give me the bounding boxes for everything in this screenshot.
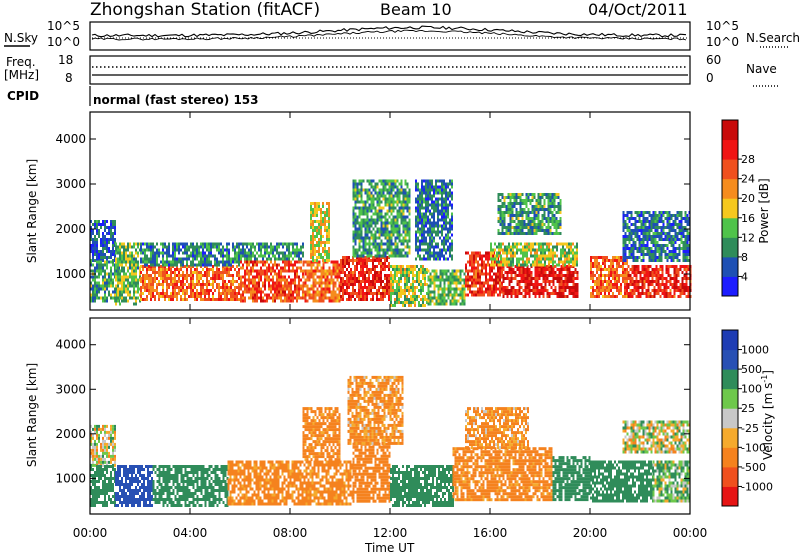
freq-label-line1: Freq.	[6, 55, 36, 69]
colorbar-swatch	[722, 237, 738, 257]
xlabel: Time UT	[364, 541, 415, 554]
heatmap-block	[140, 265, 240, 301]
colorbar-tick: 12	[741, 231, 755, 244]
colorbar-swatch	[722, 350, 738, 370]
ytick-label: 3000	[55, 382, 86, 396]
colorbar-tick: 28	[741, 153, 755, 166]
xtick-label: 16:00	[473, 526, 508, 540]
cpid-label: CPID	[7, 89, 39, 103]
ytick-label: 2000	[55, 222, 86, 236]
colorbar-swatch	[722, 408, 738, 428]
freq-panel-frame	[90, 56, 690, 84]
colorbar-tick: 20	[741, 192, 755, 205]
nave-tick-top: 60	[706, 53, 721, 67]
colorbar-swatch	[722, 369, 738, 389]
cpid-value: normal (fast stereo) 153	[93, 93, 259, 107]
colorbar-swatch	[722, 330, 738, 350]
colorbar-swatch	[722, 179, 738, 199]
colorbar-swatch	[722, 486, 738, 506]
ytick-label: 1000	[55, 267, 86, 281]
date-label: 04/Oct/2011	[588, 0, 688, 19]
colorbar-swatch	[722, 276, 738, 296]
colorbar-swatch	[722, 389, 738, 409]
ytick-label: 4000	[55, 132, 86, 146]
colorbar-swatch	[722, 467, 738, 487]
colorbar-swatch	[722, 428, 738, 448]
colorbar-tick: 16	[741, 212, 755, 225]
colorbar-tick: 25	[741, 402, 755, 415]
noise-left-label: N.Sky	[4, 31, 38, 45]
colorbar-swatch	[722, 140, 738, 160]
freq-tick-top: 18	[58, 53, 73, 67]
colorbar-swatch	[722, 120, 738, 140]
colorbar-tick: -500	[741, 461, 766, 474]
heatmap-block	[310, 202, 330, 262]
sky-noise-line	[92, 26, 686, 37]
nave-tick-bottom: 0	[706, 71, 714, 85]
colorbar-tick: 100	[741, 383, 762, 396]
heatmap-block	[390, 465, 454, 507]
colorbar-swatch	[722, 257, 738, 277]
ytick-label: 3000	[55, 177, 86, 191]
xtick-label: 04:00	[173, 526, 208, 540]
colorbar-swatch	[722, 198, 738, 218]
noise-panel-frame	[90, 22, 690, 50]
xtick-label: 20:00	[573, 526, 608, 540]
heatmap-block	[353, 443, 391, 503]
colorbar-tick: -25	[741, 422, 759, 435]
power-colorbar-label: Power [dB]	[757, 178, 771, 243]
xtick-label: 00:00	[73, 526, 108, 540]
colorbar-tick: 24	[741, 173, 755, 186]
ytick-label: 2000	[55, 427, 86, 441]
colorbar-tick: 1000	[741, 344, 769, 357]
freq-tick-bottom: 8	[65, 71, 73, 85]
colorbar-tick: 4	[741, 270, 748, 283]
colorbar-swatch	[722, 447, 738, 467]
freq-label-line2: [MHz]	[4, 68, 39, 82]
noise-left-tick-bottom: 10^0	[47, 35, 80, 49]
xtick-label: 00:00	[673, 526, 708, 540]
power-ylabel: Slant Range [km]	[25, 159, 39, 263]
ytick-label: 4000	[55, 338, 86, 352]
noise-left-tick-top: 10^5	[47, 19, 80, 33]
colorbar-tick: -1000	[741, 480, 773, 493]
noise-right-tick-top: 10^5	[706, 19, 739, 33]
noise-right-label: N.Search	[746, 31, 800, 45]
beam-label: Beam 10	[380, 0, 452, 19]
noise-right-tick-bottom: 10^0	[706, 35, 739, 49]
power-colorbar: 4 8 12 16 20 24 28	[722, 120, 755, 297]
station-title: Zhongshan Station (fitACF)	[90, 0, 320, 20]
ytick-label: 1000	[55, 471, 86, 485]
colorbar-tick: 8	[741, 251, 748, 264]
velocity-colorbar-label: Velocity [m s-1]	[760, 370, 775, 460]
xtick-label: 12:00	[373, 526, 408, 540]
nave-label: Nave	[746, 62, 777, 76]
colorbar-tick: 500	[741, 363, 762, 376]
velocity-ylabel: Slant Range [km]	[25, 363, 39, 467]
colorbar-swatch	[722, 218, 738, 238]
colorbar-swatch	[722, 159, 738, 179]
xtick-label: 08:00	[273, 526, 308, 540]
